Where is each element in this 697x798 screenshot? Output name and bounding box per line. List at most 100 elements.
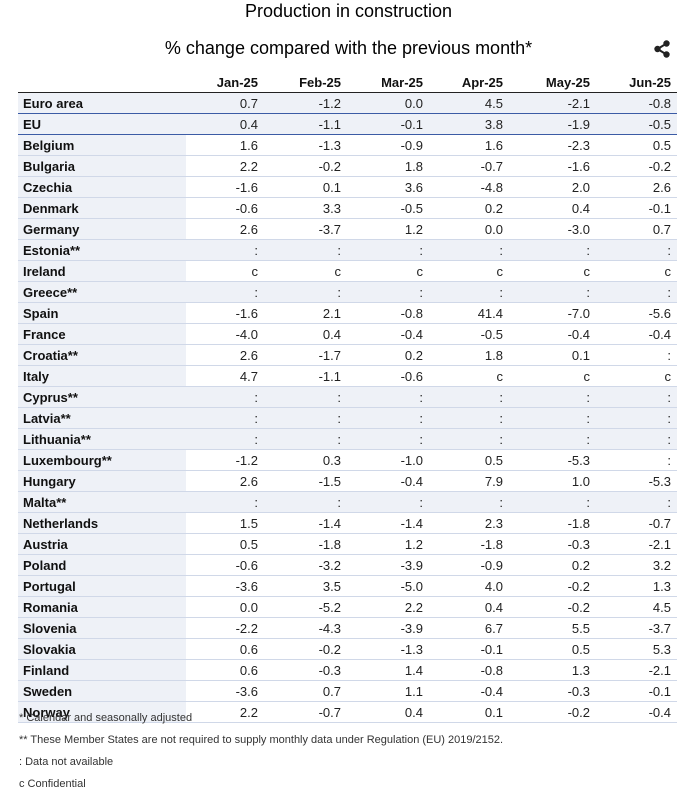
table-row: Spain -1.6 2.1 -0.8 41.4 -7.0 -5.6	[18, 302, 677, 324]
row-label: Norway	[18, 701, 186, 723]
table-cell: 3.5	[264, 575, 347, 597]
table-cell: :	[347, 281, 429, 303]
table-cell: 2.3	[429, 512, 509, 534]
column-header: May-25	[509, 72, 596, 93]
table-row: Slovenia -2.2 -4.3 -3.9 6.7 5.5 -3.7	[18, 617, 677, 639]
row-label: Euro area	[18, 92, 186, 114]
table-cell: 3.2	[596, 554, 677, 576]
table-cell: -0.5	[596, 113, 677, 135]
table-row: Belgium 1.6 -1.3 -0.9 1.6 -2.3 0.5	[18, 134, 677, 156]
column-header: Apr-25	[429, 72, 509, 93]
table-row: Norway 2.2 -0.7 0.4 0.1 -0.2 -0.4	[18, 701, 677, 723]
table-cell: :	[186, 281, 264, 303]
row-label: Belgium	[18, 134, 186, 156]
data-table: Jan-25 Feb-25 Mar-25 Apr-25 May-25 Jun-25 Eur…	[18, 72, 677, 723]
table-cell: :	[186, 491, 264, 513]
table-row: Finland 0.6 -0.3 1.4 -0.8 1.3 -2.1	[18, 659, 677, 681]
table-cell: :	[264, 386, 347, 408]
table-cell: 0.0	[429, 218, 509, 240]
table-cell: 1.0	[509, 470, 596, 492]
table-cell: :	[596, 239, 677, 261]
table-cell: 0.1	[509, 344, 596, 366]
table-cell: :	[509, 428, 596, 450]
table-cell: 1.3	[596, 575, 677, 597]
chart-title: Production in construction	[244, 1, 453, 21]
table-row: Latvia**::::::	[18, 407, 677, 429]
table-cell: -0.1	[347, 113, 429, 135]
footnote: ** These Member States are not required …	[19, 734, 504, 746]
table-cell: :	[264, 239, 347, 261]
table-cell: :	[509, 407, 596, 429]
table-cell: 0.4	[186, 113, 264, 135]
row-label: Poland	[18, 554, 186, 576]
table-cell: :	[347, 407, 429, 429]
table-cell: -2.1	[596, 533, 677, 555]
table-cell: -0.4	[347, 470, 429, 492]
table-cell: 0.7	[186, 92, 264, 114]
table-cell: 0.5	[429, 449, 509, 471]
table-cell: 1.6	[429, 134, 509, 156]
table-cell: :	[596, 281, 677, 303]
table-cell: 0.0	[186, 596, 264, 618]
table-cell: :	[509, 239, 596, 261]
table-cell: -0.7	[264, 701, 347, 723]
row-label: Cyprus**	[18, 386, 186, 408]
table-cell: :	[429, 386, 509, 408]
table-cell: :	[347, 428, 429, 450]
table-cell: 2.1	[264, 302, 347, 324]
table-cell: -5.0	[347, 575, 429, 597]
table-cell: 0.2	[429, 197, 509, 219]
table-cell: 1.8	[429, 344, 509, 366]
column-header: Jun-25	[596, 72, 677, 93]
table-cell: -0.3	[509, 680, 596, 702]
table-cell: -2.3	[509, 134, 596, 156]
table-cell: -0.8	[596, 92, 677, 114]
table-row: Germany 2.6 -3.7 1.2 0.0 -3.0 0.7	[18, 218, 677, 240]
footnotes: * Calendar and seasonally adjusted ** The…	[19, 710, 503, 798]
table-cell: 2.6	[596, 176, 677, 198]
table-cell: c	[429, 260, 509, 282]
table-cell: :	[186, 428, 264, 450]
table-cell: -5.3	[596, 470, 677, 492]
table-row: Euro area 0.7 -1.2 0.0 4.5 -2.1 -0.8	[18, 92, 677, 114]
table-cell: -1.2	[264, 92, 347, 114]
row-label: Romania	[18, 596, 186, 618]
table-cell: c	[596, 260, 677, 282]
row-label: Slovakia	[18, 638, 186, 660]
table-cell: 2.2	[186, 155, 264, 177]
table-cell: -0.3	[264, 659, 347, 681]
row-label: Spain	[18, 302, 186, 324]
table-cell: -3.9	[347, 617, 429, 639]
table-cell: 2.6	[186, 218, 264, 240]
table-row: Cyprus**::::::	[18, 386, 677, 408]
table-cell: -2.1	[509, 92, 596, 114]
table-cell: c	[429, 365, 509, 387]
table-cell: -1.3	[347, 638, 429, 660]
table-cell: -3.7	[264, 218, 347, 240]
row-label: Luxembourg**	[18, 449, 186, 471]
table-cell: :	[186, 407, 264, 429]
table-cell: 1.3	[509, 659, 596, 681]
table-cell: -1.8	[429, 533, 509, 555]
table-cell: 4.7	[186, 365, 264, 387]
share-icon[interactable]	[652, 39, 672, 59]
table-cell: 0.4	[429, 596, 509, 618]
table-cell: :	[429, 407, 509, 429]
table-cell: :	[264, 491, 347, 513]
table-cell: -3.6	[186, 680, 264, 702]
table-cell: -5.3	[509, 449, 596, 471]
table-cell: 4.0	[429, 575, 509, 597]
table-cell: 1.8	[347, 155, 429, 177]
table-cell: -0.4	[347, 323, 429, 345]
table-cell: -0.8	[347, 302, 429, 324]
table-cell: 0.7	[596, 218, 677, 240]
table-cell: 1.2	[347, 533, 429, 555]
table-cell: -1.4	[264, 512, 347, 534]
table-cell: 5.3	[596, 638, 677, 660]
table-cell: :	[596, 407, 677, 429]
table-cell: -1.5	[264, 470, 347, 492]
table-cell: 2.2	[347, 596, 429, 618]
table-cell: :	[264, 407, 347, 429]
table-cell: -0.4	[596, 701, 677, 723]
table-row: Luxembourg** -1.2 0.3 -1.0 0.5 -5.3:	[18, 449, 677, 471]
